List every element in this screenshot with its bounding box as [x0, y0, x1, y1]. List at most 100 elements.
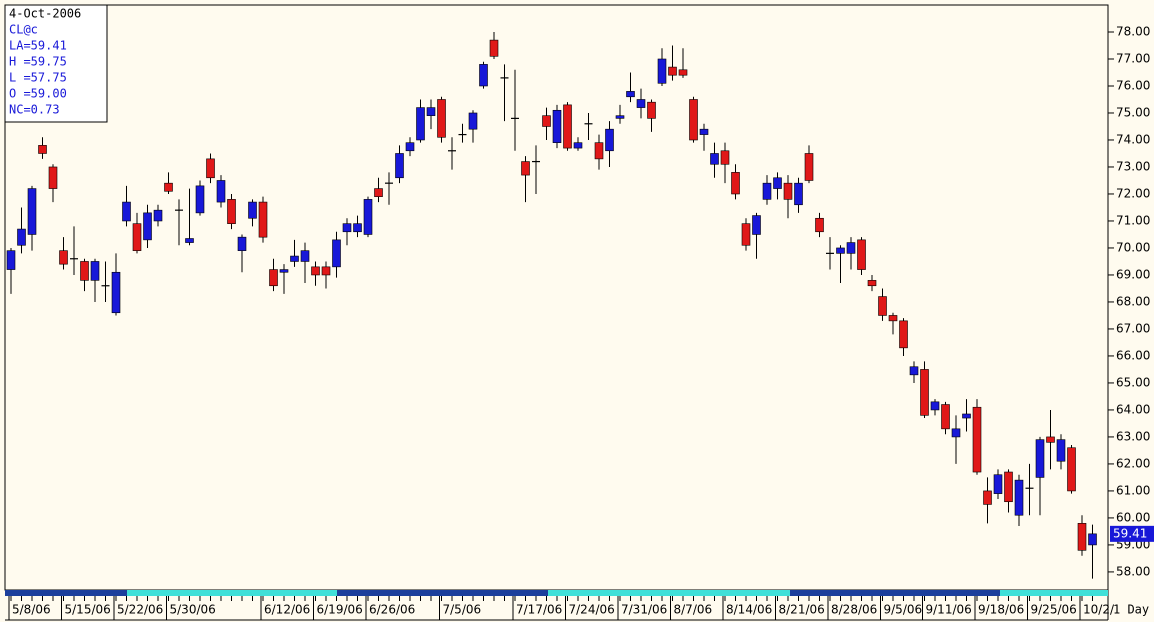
- candle-body: [1014, 479, 1024, 516]
- x-tick-label: 7/17/06: [516, 603, 562, 617]
- y-tick-label: 65.00: [1116, 375, 1150, 389]
- date-strip: [337, 590, 548, 596]
- candle-body: [153, 209, 163, 222]
- candle-body: [342, 223, 352, 233]
- candle-body: [80, 261, 89, 281]
- candle-body: [909, 366, 919, 376]
- x-tick-label: 9/25/06: [1031, 603, 1077, 617]
- candle-body: [846, 242, 856, 254]
- y-tick-label: 75.00: [1116, 105, 1150, 119]
- candle-body: [615, 115, 625, 119]
- candle-body: [416, 107, 425, 141]
- x-tick-label: 5/22/06: [117, 603, 163, 617]
- y-tick-label: 63.00: [1116, 429, 1150, 443]
- candle-body: [59, 250, 68, 265]
- candle-body: [878, 296, 887, 316]
- candle-body: [290, 255, 299, 262]
- candle-body: [993, 474, 1003, 494]
- candle-body: [668, 66, 677, 76]
- last-value-label: 59.41: [1113, 526, 1147, 540]
- candle-body: [720, 150, 730, 165]
- candle-body: [857, 239, 866, 270]
- candle-body: [248, 201, 257, 219]
- candle-body: [552, 109, 562, 143]
- candle-body: [321, 266, 331, 276]
- info-line: H =59.75: [9, 55, 67, 69]
- candle-body: [216, 180, 226, 203]
- candle-body: [164, 182, 173, 192]
- candle-body: [930, 401, 940, 411]
- info-line: LA=59.41: [9, 39, 67, 53]
- candle-body: [300, 250, 310, 262]
- x-tick-label: 9/5/06: [884, 603, 923, 617]
- candle-body: [1004, 471, 1013, 503]
- interval-label: 1 Day: [1113, 603, 1149, 617]
- last-value-box: [1110, 525, 1154, 542]
- candle-body: [626, 91, 635, 98]
- candle-body: [1067, 447, 1076, 492]
- x-tick-label: 8/21/06: [779, 603, 825, 617]
- candle-body: [573, 142, 583, 149]
- candle-body: [395, 153, 404, 179]
- candle-body: [90, 261, 100, 281]
- candle-body: [1088, 533, 1097, 546]
- x-tick-label: 7/24/06: [569, 603, 615, 617]
- candle-body: [636, 99, 646, 108]
- y-tick-label: 68.00: [1116, 294, 1150, 308]
- candle-body: [332, 239, 341, 268]
- candle-body: [185, 238, 194, 243]
- candle-body: [17, 228, 26, 246]
- x-tick-label: 9/11/06: [926, 603, 972, 617]
- date-strip: [1000, 590, 1108, 596]
- candle-body: [731, 172, 740, 195]
- candle-body: [783, 182, 793, 200]
- x-tick-label: 8/7/06: [674, 603, 713, 617]
- candle-body: [48, 166, 58, 189]
- candle-body: [794, 182, 803, 206]
- x-tick-label: 10/2/: [1083, 603, 1115, 617]
- candle-body: [122, 201, 131, 222]
- x-tick-label: 8/28/06: [831, 603, 877, 617]
- candle-body: [689, 99, 698, 141]
- x-tick-label: 7/31/06: [621, 603, 667, 617]
- candle-body: [143, 212, 152, 241]
- date-strip: [127, 590, 337, 596]
- info-line: L =57.75: [9, 71, 67, 85]
- candle-body: [1035, 439, 1045, 478]
- candle-body: [941, 404, 950, 430]
- candle-body: [836, 247, 845, 254]
- x-tick-label: 7/5/06: [443, 603, 482, 617]
- x-tick-label: 6/12/06: [264, 603, 310, 617]
- candle-body: [752, 215, 761, 235]
- plot-frame: [4, 4, 1109, 591]
- candle-body: [962, 413, 971, 419]
- candle-body: [6, 250, 16, 270]
- candle-body: [374, 188, 383, 197]
- date-strip: [5, 590, 127, 596]
- y-tick-label: 76.00: [1116, 78, 1150, 92]
- y-tick-label: 58.00: [1116, 564, 1150, 578]
- x-tick-label: 5/30/06: [170, 603, 216, 617]
- candle-body: [563, 104, 572, 149]
- candle-body: [951, 428, 961, 438]
- y-tick-label: 74.00: [1116, 132, 1150, 146]
- candle-body: [804, 153, 814, 181]
- candle-body: [132, 223, 142, 251]
- candle-body: [867, 280, 877, 287]
- candle-body: [710, 153, 719, 165]
- y-tick-label: 70.00: [1116, 240, 1150, 254]
- y-tick-label: 71.00: [1116, 213, 1150, 227]
- candle-body: [1056, 439, 1066, 462]
- y-tick-label: 67.00: [1116, 321, 1150, 335]
- candle-body: [468, 112, 478, 130]
- candle-body: [258, 201, 268, 238]
- candle-body: [647, 101, 656, 119]
- candle-body: [542, 115, 551, 127]
- x-tick-label: 5/8/06: [12, 603, 51, 617]
- candle-body: [762, 182, 772, 200]
- y-tick-label: 66.00: [1116, 348, 1150, 362]
- x-tick-label: 8/14/06: [726, 603, 772, 617]
- candle-body: [657, 58, 667, 84]
- candle-body: [363, 199, 373, 235]
